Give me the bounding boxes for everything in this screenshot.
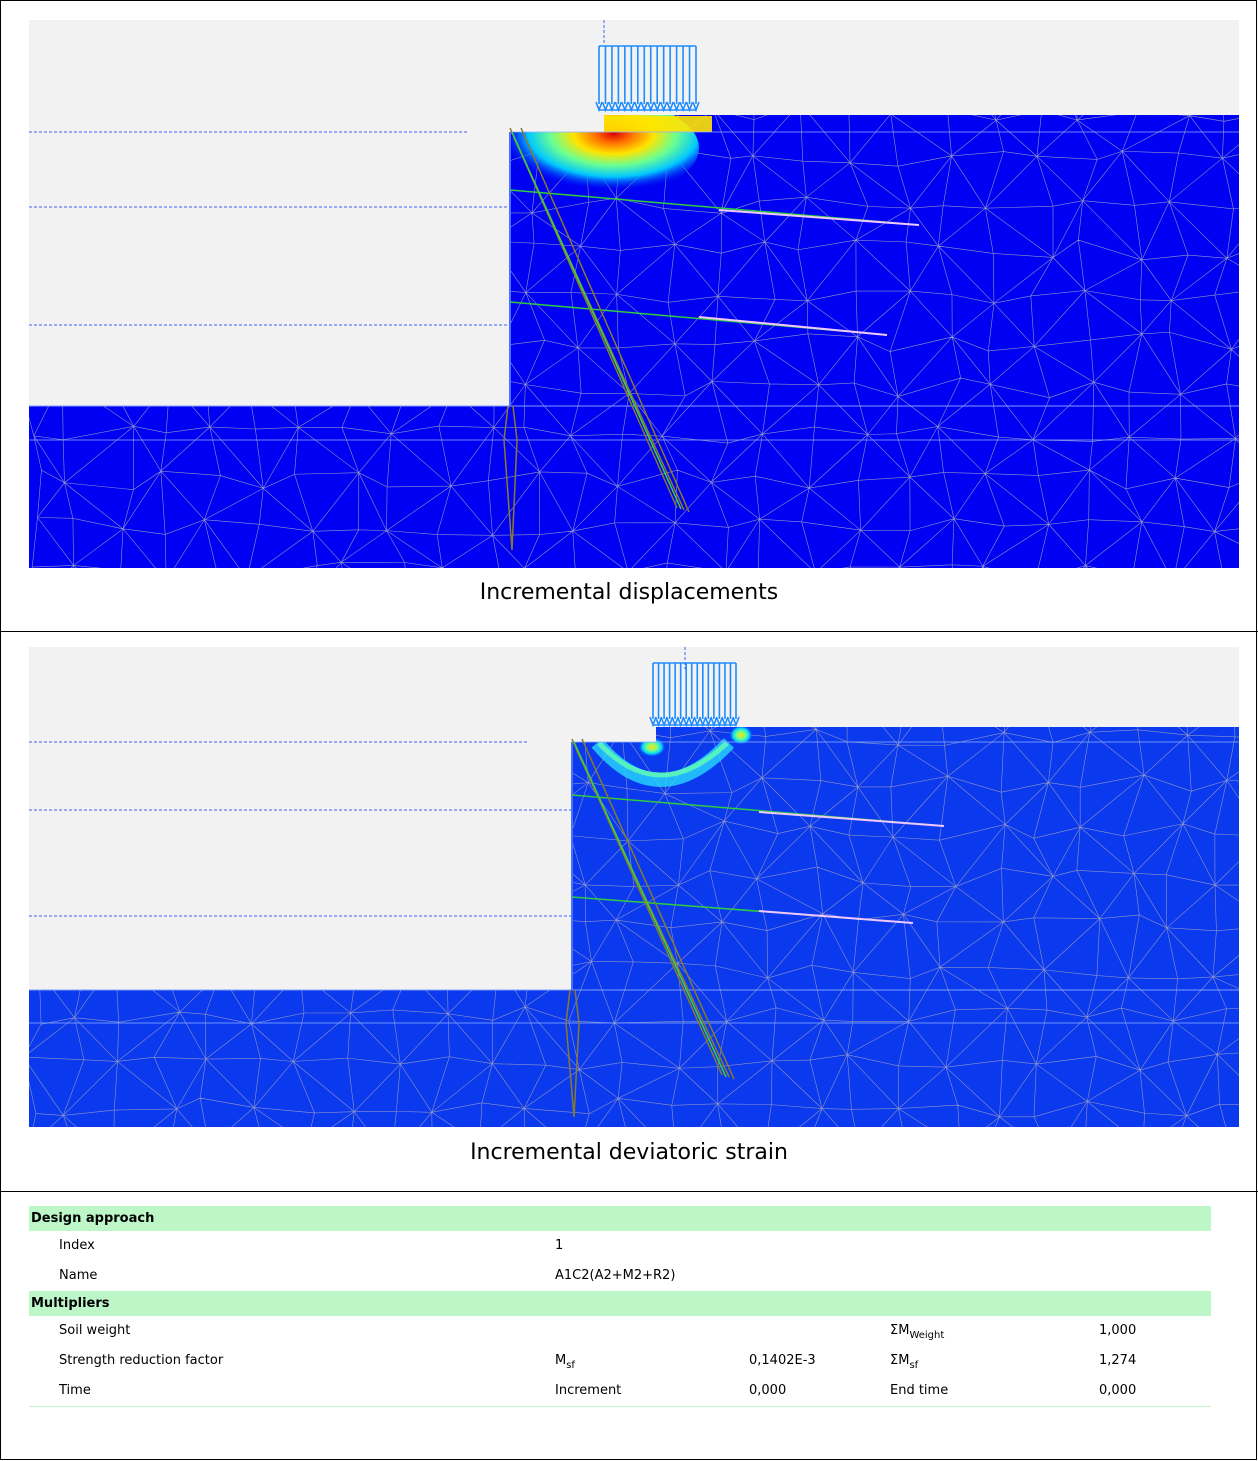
row-label: Strength reduction factor — [59, 1353, 224, 1368]
row-value: 0,000 — [1099, 1383, 1137, 1398]
row-value: 1,000 — [1099, 1323, 1137, 1338]
row-symbol: ΣMsf — [890, 1346, 918, 1377]
table-row: Index 1 — [29, 1231, 1211, 1261]
symbol-text: ΣM — [890, 1323, 910, 1338]
row-value: 0,000 — [749, 1383, 787, 1398]
phase-info-table: Design approach Index 1 Name A1C2(A2+M2+… — [29, 1206, 1211, 1407]
deviatoric-strain-plot-canvas — [29, 647, 1239, 1127]
section-header-design-approach: Design approach — [29, 1206, 1211, 1231]
caption-displacements: Incremental displacements — [479, 580, 779, 605]
row-value: A1C2(A2+M2+R2) — [555, 1268, 676, 1283]
symbol-subscript: Weight — [909, 1330, 945, 1341]
table-row: Soil weight ΣMWeight 1,000 — [29, 1316, 1211, 1346]
table-row: Name A1C2(A2+M2+R2) — [29, 1261, 1211, 1291]
deviatoric-strain-plot — [29, 647, 1239, 1127]
table-row: Time Increment 0,000 End time 0,000 — [29, 1376, 1211, 1406]
symbol-text: ΣM — [890, 1353, 910, 1368]
row-symbol: ΣMWeight — [890, 1316, 944, 1347]
caption-deviatoric-strain: Incremental deviatoric strain — [470, 1140, 788, 1165]
row-value: 1 — [555, 1238, 564, 1253]
divider-1 — [0, 631, 1258, 632]
row-label: Index — [59, 1238, 95, 1253]
row-value: End time — [890, 1383, 949, 1398]
symbol-subscript: sf — [566, 1360, 575, 1371]
distributed-load-icon — [595, 45, 700, 113]
row-value: Increment — [555, 1383, 622, 1398]
symbol-text: M — [555, 1353, 567, 1368]
divider-2 — [0, 1191, 1258, 1192]
row-label: Name — [59, 1268, 98, 1283]
row-value: 1,274 — [1099, 1353, 1137, 1368]
distributed-load-icon — [649, 662, 740, 728]
row-symbol: Msf — [555, 1346, 575, 1377]
table-row: Strength reduction factor Msf 0,1402E-3 … — [29, 1346, 1211, 1376]
row-label: Soil weight — [59, 1323, 131, 1338]
row-label: Time — [59, 1383, 91, 1398]
displacement-plot — [29, 20, 1239, 568]
symbol-subscript: sf — [909, 1360, 919, 1371]
row-value: 0,1402E-3 — [749, 1353, 816, 1368]
displacement-plot-canvas — [29, 20, 1239, 568]
table-bottom-border — [29, 1406, 1211, 1407]
section-header-multipliers: Multipliers — [29, 1291, 1211, 1316]
